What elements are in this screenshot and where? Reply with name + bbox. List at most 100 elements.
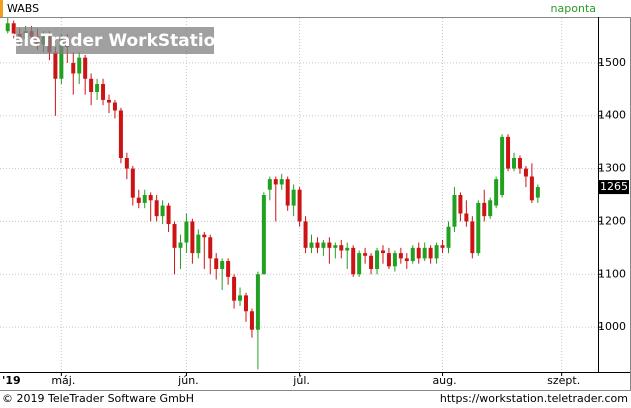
candle-body — [214, 258, 219, 269]
candle-body — [517, 158, 522, 169]
period: naponta — [551, 2, 596, 15]
candle-body — [422, 247, 427, 259]
copyright: © 2019 TeleTrader Software GmbH — [2, 392, 194, 405]
candle-body — [83, 57, 88, 79]
candle-body — [166, 205, 171, 225]
x-tick-label: máj. — [51, 374, 75, 387]
candle-body — [291, 189, 296, 206]
candle-body — [297, 189, 302, 222]
candle-body — [398, 253, 403, 259]
candle-body — [375, 250, 380, 269]
x-tick-label: jún. — [177, 374, 199, 387]
candle-body — [392, 253, 397, 267]
candle-body — [11, 23, 16, 34]
candle-body — [506, 136, 511, 169]
candle-body — [112, 102, 117, 111]
candle-body — [136, 197, 141, 203]
candle-body — [363, 253, 368, 256]
candle-body — [89, 78, 94, 92]
candle-body — [238, 295, 243, 301]
candle-body — [339, 245, 344, 251]
year-label: '19 — [2, 374, 21, 387]
url: https://workstation.teletrader.com — [440, 392, 628, 405]
y-tick-label: 1200 — [598, 214, 626, 227]
candle-body — [512, 158, 517, 169]
candle-body — [345, 247, 350, 251]
candle-body — [488, 200, 493, 217]
y-tick-label: 1300 — [598, 162, 626, 175]
candle-body — [494, 179, 499, 206]
candle-body — [529, 176, 534, 201]
x-tick-label: szept. — [547, 374, 580, 387]
y-tick-label: 1100 — [598, 267, 626, 280]
candle-body — [267, 179, 272, 190]
y-tick-label: 1400 — [598, 109, 626, 122]
marker — [0, 0, 3, 17]
candle-body — [535, 187, 540, 198]
candle-body — [202, 234, 207, 238]
candle-body — [440, 245, 445, 248]
candle-body — [416, 247, 421, 259]
candle-body — [154, 200, 159, 217]
candle-body — [184, 221, 189, 243]
candle-body — [71, 62, 76, 74]
candle-body — [470, 221, 475, 254]
candle-body — [5, 23, 10, 32]
x-tick-label: júl. — [292, 374, 310, 387]
candle-body — [178, 242, 183, 248]
candle-body — [446, 226, 451, 248]
candle-body — [279, 179, 284, 185]
candle-body — [386, 253, 391, 267]
candle-body — [243, 295, 248, 312]
y-tick-label: 1000 — [598, 320, 626, 333]
candle-body — [500, 136, 505, 195]
candle-body — [285, 179, 290, 206]
candle-body — [333, 245, 338, 248]
candle-body — [190, 221, 195, 254]
candle-body — [148, 195, 153, 201]
candle-body — [59, 39, 64, 79]
candle-body — [77, 57, 82, 74]
candle-body — [232, 276, 237, 301]
candle-body — [249, 311, 254, 330]
candle-body — [220, 261, 225, 269]
candle-body — [106, 99, 111, 103]
candle-body — [476, 202, 481, 254]
candle-body — [208, 237, 213, 259]
candle-body — [53, 52, 58, 79]
watermark: TeleTrader WorkStation — [3, 31, 228, 51]
candle-body — [172, 224, 177, 248]
last-price-box — [599, 180, 629, 195]
candle-body — [196, 234, 201, 254]
candle-body — [261, 195, 266, 275]
candle-body — [226, 261, 231, 277]
candle-body — [452, 195, 457, 227]
candle-body — [464, 213, 469, 222]
candle-body — [482, 202, 487, 217]
candle-body — [380, 250, 385, 254]
candle-body — [130, 168, 135, 198]
watermark-box — [16, 27, 214, 54]
candle-body — [327, 242, 332, 248]
candle-body — [357, 253, 362, 275]
candle-body — [369, 255, 374, 269]
candle-body — [124, 158, 129, 169]
candle-body — [523, 168, 528, 177]
candle-body — [458, 195, 463, 214]
candle-body — [410, 247, 415, 262]
candle-body — [101, 84, 106, 100]
candle-body — [255, 274, 260, 330]
y-tick-label: 1500 — [598, 56, 626, 69]
candle-body — [428, 247, 433, 259]
last-price: 1265 — [600, 180, 628, 193]
candle-body — [315, 242, 320, 248]
candle-body — [351, 247, 356, 275]
candle-body — [95, 84, 100, 92]
candle-body — [404, 258, 409, 262]
candle-body — [160, 205, 165, 217]
candle-body — [118, 110, 123, 159]
candle-body — [142, 195, 147, 203]
candle-body — [434, 245, 439, 259]
